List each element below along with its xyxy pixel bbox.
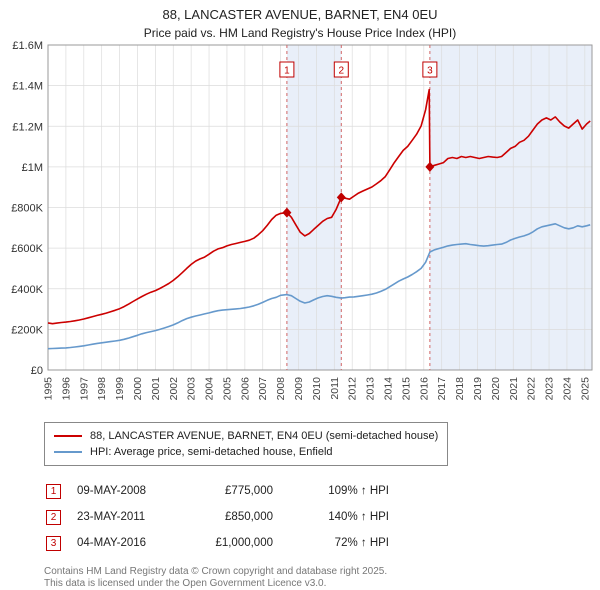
svg-text:1999: 1999 (114, 377, 126, 401)
sale-number-box (279, 61, 295, 78)
svg-text:1: 1 (284, 66, 290, 77)
svg-text:2012: 2012 (347, 377, 359, 401)
svg-text:2005: 2005 (221, 377, 233, 401)
svg-text:£400K: £400K (11, 284, 43, 296)
transaction-hpi-change: 109% ↑ HPI (328, 485, 389, 497)
footer-line-1: Contains HM Land Registry data © Crown c… (44, 566, 388, 577)
transaction-hpi-change: 140% ↑ HPI (328, 511, 389, 523)
svg-text:2014: 2014 (383, 377, 395, 401)
svg-text:1996: 1996 (60, 377, 72, 401)
footer-line-2: This data is licensed under the Open Gov… (44, 578, 327, 589)
plot-border (47, 44, 593, 371)
svg-text:2021: 2021 (508, 377, 520, 401)
svg-text:2019: 2019 (472, 377, 484, 401)
transaction-row: 3 04-MAY-2016 £1,000,000 72% ↑ HPI (46, 530, 600, 556)
property-series-line-swatch-icon (54, 435, 82, 437)
svg-text:2: 2 (339, 66, 345, 77)
svg-text:2007: 2007 (257, 377, 269, 401)
legend-item-hpi: HPI: Average price, semi-detached house,… (54, 444, 438, 460)
svg-text:2003: 2003 (186, 377, 198, 401)
sale-diamond-marker (336, 192, 346, 203)
svg-text:1998: 1998 (96, 377, 108, 401)
chart-legend: 88, LANCASTER AVENUE, BARNET, EN4 0EU (s… (44, 422, 449, 466)
transaction-number-badge: 3 (46, 535, 61, 551)
property-price-line (47, 88, 591, 325)
svg-text:2011: 2011 (329, 377, 341, 400)
transaction-price: £850,000 (225, 511, 273, 523)
sale-markers: 1 2 3 (279, 61, 438, 218)
sale-diamond-marker (425, 161, 435, 172)
transaction-date: 04-MAY-2016 (77, 537, 147, 549)
transaction-price: £775,000 (225, 485, 273, 497)
svg-text:2022: 2022 (526, 377, 538, 401)
svg-text:2004: 2004 (204, 377, 216, 401)
svg-text:1995: 1995 (43, 377, 55, 401)
svg-text:2025: 2025 (579, 377, 591, 401)
svg-text:2023: 2023 (544, 377, 556, 401)
license-footer: Contains HM Land Registry data © Crown c… (44, 566, 600, 590)
hpi-series-line-swatch-icon (54, 451, 82, 453)
svg-text:£1M: £1M (22, 162, 43, 174)
y-axis-labels: £0 £200K £400K £600K £800K £1M £1.2M £1.4M £1.6M (11, 40, 43, 377)
svg-text:£200K: £200K (11, 324, 43, 336)
transaction-row: 1 09-MAY-2008 £775,000 109% ↑ HPI (46, 478, 600, 504)
transaction-hpi-change: 72% ↑ HPI (334, 537, 389, 549)
svg-text:£1.2M: £1.2M (12, 121, 43, 133)
sale-diamond-marker (282, 207, 292, 218)
svg-text:2009: 2009 (293, 377, 305, 401)
svg-text:2006: 2006 (239, 377, 251, 401)
legend-label-hpi: HPI: Average price, semi-detached house,… (90, 446, 333, 458)
transaction-number-badge: 1 (46, 483, 61, 499)
svg-text:2001: 2001 (150, 377, 162, 401)
hpi-line (47, 223, 591, 350)
transaction-date: 23-MAY-2011 (77, 511, 146, 523)
svg-text:2002: 2002 (168, 377, 180, 401)
transaction-price: £1,000,000 (215, 537, 273, 549)
transaction-number-badge: 2 (46, 509, 61, 525)
svg-text:2015: 2015 (400, 377, 412, 401)
sale-number-box (422, 61, 438, 78)
svg-text:£800K: £800K (11, 203, 43, 215)
svg-text:£1.6M: £1.6M (12, 40, 43, 52)
svg-text:2017: 2017 (436, 377, 448, 401)
svg-text:2018: 2018 (454, 377, 466, 401)
legend-label-property: 88, LANCASTER AVENUE, BARNET, EN4 0EU (s… (90, 430, 439, 442)
svg-text:2016: 2016 (418, 377, 430, 401)
page-subtitle: Price paid vs. HM Land Registry's House … (143, 26, 457, 40)
svg-text:2008: 2008 (275, 377, 287, 401)
x-axis-labels: 1995 1996 1997 1998 1999 2000 2001 2002 2003 2004… (43, 377, 592, 401)
svg-text:£0: £0 (31, 365, 43, 377)
svg-text:2000: 2000 (132, 377, 144, 401)
svg-text:£1.4M: £1.4M (12, 81, 43, 93)
svg-text:2010: 2010 (311, 377, 323, 401)
price-history-chart: 1 2 3 £0 £200K £400K £600K £800K £1M £1.2M £1.4M £1… (11, 40, 593, 401)
transaction-row: 2 23-MAY-2011 £850,000 140% ↑ HPI (46, 504, 600, 530)
legend-item-property: 88, LANCASTER AVENUE, BARNET, EN4 0EU (s… (54, 428, 438, 444)
chart-header: 88, LANCASTER AVENUE, BARNET, EN4 0EU Pr… (0, 0, 600, 40)
transactions-list: 1 09-MAY-2008 £775,000 109% ↑ HPI 2 23-M… (46, 478, 600, 556)
svg-text:£600K: £600K (11, 243, 43, 255)
svg-text:2020: 2020 (490, 377, 502, 401)
svg-text:1997: 1997 (78, 377, 90, 401)
transaction-date: 09-MAY-2008 (77, 485, 147, 497)
svg-text:2013: 2013 (365, 377, 377, 401)
sale-number-box (333, 61, 349, 78)
svg-text:2024: 2024 (561, 377, 573, 401)
page-title: 88, LANCASTER AVENUE, BARNET, EN4 0EU (162, 7, 438, 22)
svg-text:3: 3 (427, 66, 433, 77)
